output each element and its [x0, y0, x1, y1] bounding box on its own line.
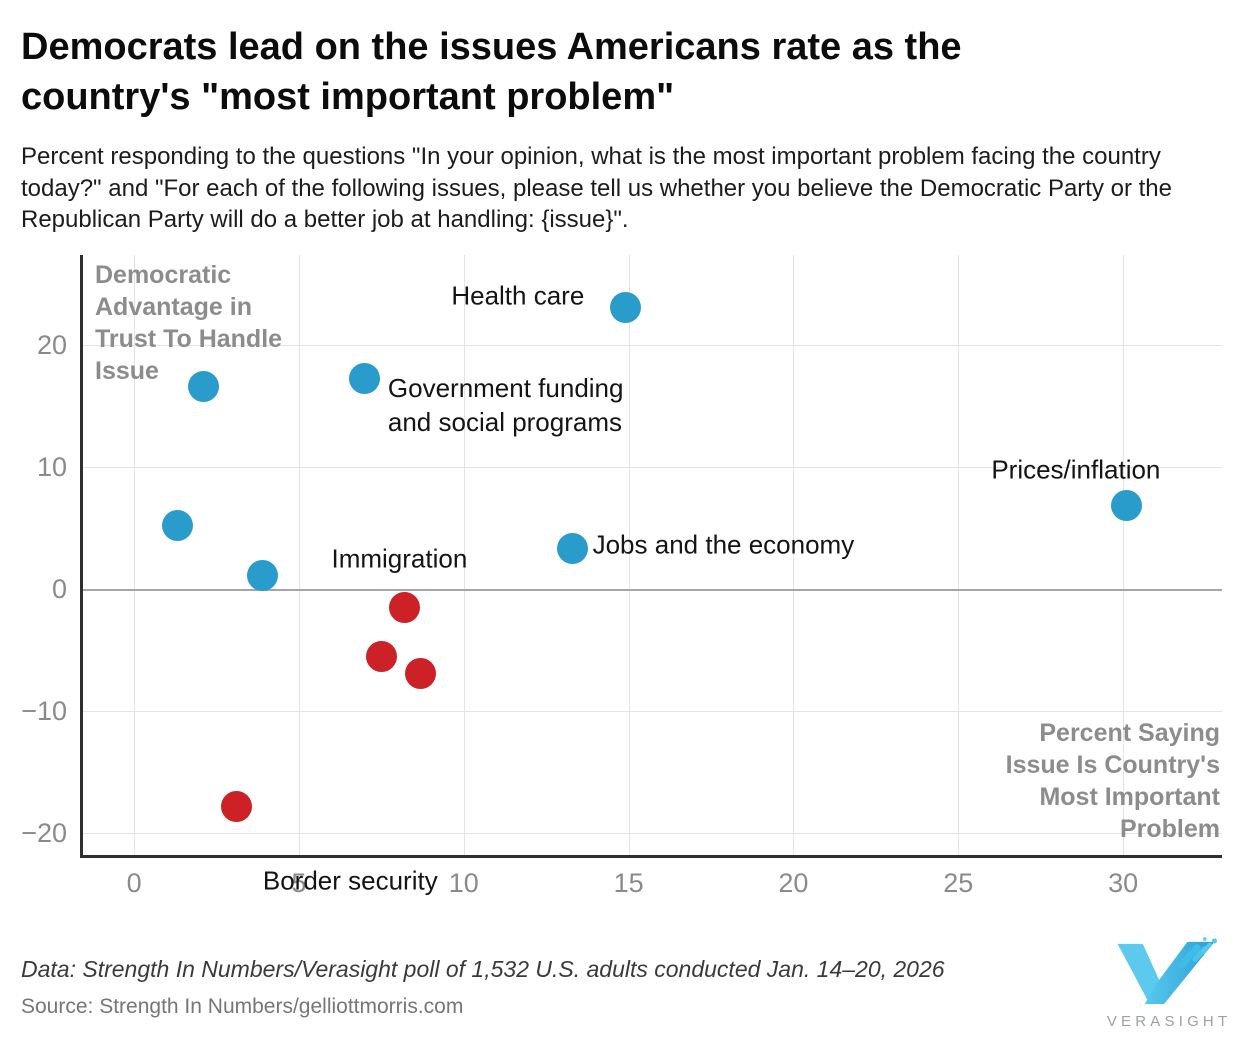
data-point: [365, 640, 397, 672]
y-tick-label--20: −20: [21, 818, 67, 848]
gridline-x-20: [793, 255, 795, 855]
page-title: Democrats lead on the issues Americans r…: [21, 26, 962, 118]
verasight-logo: VERASIGHT: [1102, 936, 1232, 1030]
x-tick-label-10: 10: [448, 868, 479, 898]
data-point-government-funding-and-social-programs: [349, 362, 381, 394]
gridline-y--20: [83, 833, 1222, 834]
plot-area: Democratic Advantage in Trust To Handle …: [21, 255, 1222, 898]
gridline-x-30: [1123, 255, 1125, 855]
gridline-x-25: [958, 255, 960, 855]
point-label: Immigration: [331, 543, 468, 574]
point-label: Government funding and social programs: [387, 373, 624, 438]
x-tick-label-5: 5: [291, 868, 307, 898]
gridline-x-0: [134, 255, 136, 855]
point-label: Jobs and the economy: [592, 529, 855, 560]
point-label: Border security: [262, 865, 438, 896]
point-label: Health care: [451, 280, 585, 311]
y-tick-label--10: −10: [21, 696, 67, 727]
data-point-immigration: [388, 591, 420, 623]
gridline-y-10: [83, 467, 1222, 469]
y-tick-label-10: 10: [36, 452, 67, 483]
data-point: [405, 657, 437, 689]
data-point: [247, 560, 279, 592]
gridline-y-20: [83, 345, 1222, 347]
gridline-x-10: [463, 255, 465, 855]
y-axis-label: Democratic Advantage in Trust To Handle …: [95, 261, 283, 385]
x-axis-label: Percent Saying Issue Is Country's Most I…: [1005, 719, 1220, 843]
y-tick-label-20: 20: [36, 330, 67, 361]
verasight-wordmark: VERASIGHT: [1106, 1013, 1232, 1030]
data-point-jobs-and-the-economy: [557, 533, 589, 565]
data-note: Data: Strength In Numbers/Verasight poll…: [21, 956, 945, 982]
gridline-y-0: [83, 589, 1222, 592]
data-point-prices-inflation: [1110, 489, 1142, 521]
gridline-x-15: [628, 255, 630, 855]
chart-subtitle: Percent responding to the questions "In …: [21, 143, 1172, 233]
x-tick-label-30: 30: [1108, 868, 1139, 898]
data-point: [187, 371, 219, 403]
x-tick-label-25: 25: [943, 868, 974, 898]
gridline-x-5: [298, 255, 300, 855]
x-tick-label-20: 20: [778, 868, 809, 898]
data-point-health-care: [609, 291, 641, 323]
data-point-border-security: [220, 790, 252, 822]
point-label: Prices/inflation: [991, 454, 1161, 485]
x-tick-label-0: 0: [126, 868, 142, 898]
source-note: Source: Strength In Numbers/gelliottmorr…: [21, 995, 464, 1018]
gridline-y--10: [83, 711, 1222, 713]
verasight-v-icon: [1117, 937, 1218, 1004]
y-tick-label-0: 0: [51, 574, 67, 605]
x-tick-label-15: 15: [613, 868, 644, 898]
data-point: [161, 510, 193, 542]
